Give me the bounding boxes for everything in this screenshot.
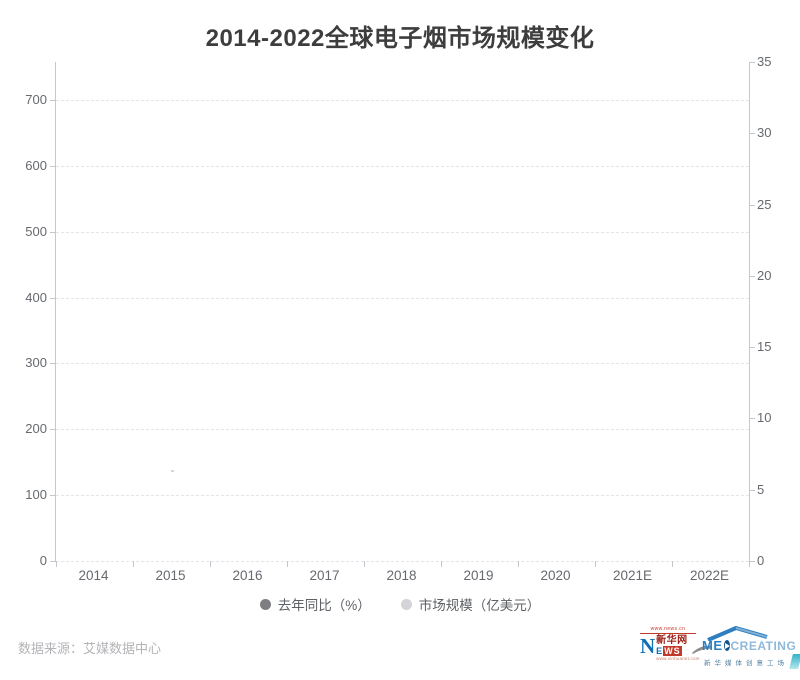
- footer-logos: www.news.cn N 新华网 EWS www.xinhuanet.com …: [640, 626, 800, 672]
- xinhua-cn-name: 新华网: [656, 635, 688, 646]
- right-axis-tick: [749, 489, 755, 491]
- medcreating-wordmark: ME CREATING: [702, 638, 796, 653]
- right-axis-tick: [749, 561, 755, 562]
- left-axis-tick: [50, 561, 56, 562]
- data-source-note: 数据来源：艾媒数据中心: [18, 641, 162, 656]
- left-axis-tick: [50, 429, 56, 431]
- x-axis-tick: [56, 561, 57, 567]
- gridline: [56, 429, 749, 431]
- gridline: [56, 561, 749, 562]
- x-axis-tick: [672, 561, 673, 567]
- y-axis-left-label: 300: [25, 355, 47, 371]
- y-axis-left-label: 200: [25, 421, 47, 437]
- play-icon: [723, 640, 730, 651]
- x-axis-label: 2015: [155, 568, 186, 583]
- x-axis-label: 2017: [309, 568, 340, 583]
- gridline: [56, 363, 749, 365]
- medcreating-subtitle: 新华媒体创意工场: [704, 660, 788, 667]
- left-axis-tick: [50, 297, 56, 299]
- y-axis-right-label: 10: [757, 410, 772, 426]
- left-axis-tick: [50, 165, 56, 167]
- right-axis-tick: [749, 275, 755, 277]
- y-axis-right-label: 0: [757, 553, 765, 568]
- left-axis-tick: [50, 495, 56, 497]
- right-axis-tick: [749, 204, 755, 206]
- xinhua-logo-right: 新华网 EWS www.xinhuanet.com: [656, 635, 699, 662]
- x-axis-tick: [364, 561, 365, 567]
- left-axis-tick: [50, 231, 56, 233]
- x-axis-tick: [749, 561, 750, 567]
- right-axis-tick: [749, 418, 755, 420]
- plot-area: [50, 62, 755, 567]
- xinhua-letter-n: N: [640, 634, 656, 658]
- legend-item-yoy[interactable]: 去年同比（%）: [259, 594, 371, 614]
- legend: 去年同比（%） 市场规模（亿美元）: [0, 594, 800, 614]
- x-axis-tick: [595, 561, 596, 567]
- right-axis-tick: [749, 347, 755, 349]
- y-axis-right-label: 35: [757, 54, 772, 69]
- left-axis-tick: [50, 100, 56, 101]
- legend-marker-market-size-icon: [400, 598, 412, 610]
- medcreating-logo: ME CREATING 新华媒体创意工场: [700, 626, 800, 672]
- medcreating-text-me: ME: [702, 638, 723, 653]
- x-axis-label: 2022E: [689, 568, 730, 583]
- y-axis-right-label: 20: [757, 267, 772, 283]
- xinhua-url-top: www.news.cn: [640, 626, 696, 634]
- y-axis-left-label: 0: [39, 553, 47, 568]
- xinhua-news-logo: www.news.cn N 新华网 EWS www.xinhuanet.com: [640, 626, 712, 670]
- gridline: [56, 231, 749, 233]
- chart-title: 2014-2022全球电子烟市场规模变化: [205, 25, 595, 52]
- gridline: [56, 495, 749, 497]
- x-axis-tick: [133, 561, 134, 567]
- x-axis-tick: [287, 561, 288, 567]
- stray-data-dot: [170, 469, 174, 472]
- y-axis-right-label: 25: [757, 196, 772, 212]
- y-axis-right-label: 15: [757, 339, 772, 355]
- xinhua-ews-blue: E: [656, 646, 664, 656]
- x-axis-label: 2016: [232, 568, 263, 583]
- xinhua-url-bottom: www.xinhuanet.com: [656, 656, 700, 661]
- x-axis-tick: [210, 561, 211, 567]
- legend-marker-yoy-icon: [259, 598, 271, 610]
- xinhua-ews-red: WS: [663, 646, 682, 656]
- y-axis-right-label: 5: [757, 481, 765, 497]
- swoosh-icon: [692, 645, 712, 654]
- right-axis-tick: [749, 133, 755, 135]
- legend-label-market-size: 市场规模（亿美元）: [418, 598, 541, 613]
- x-axis-label: 2014: [78, 568, 109, 583]
- xinhua-logo-main: N 新华网 EWS www.xinhuanet.com: [640, 634, 699, 662]
- x-axis-label: 2019: [463, 568, 494, 583]
- left-axis-tick: [50, 363, 56, 365]
- roof-icon: [707, 626, 768, 641]
- gridline: [56, 297, 749, 299]
- legend-item-market-size[interactable]: 市场规模（亿美元）: [400, 594, 541, 614]
- x-axis-label: 2021E: [612, 568, 653, 583]
- y-axis-left-label: 700: [25, 92, 47, 107]
- y-axis-right-label: 30: [757, 125, 772, 141]
- gridline: [56, 100, 749, 101]
- y-axis-left-label: 600: [25, 157, 47, 173]
- x-axis-label: 2020: [540, 568, 571, 583]
- y-axis-left-label: 500: [25, 223, 47, 239]
- x-axis-tick: [441, 561, 442, 567]
- gridline: [56, 165, 749, 167]
- y-axis-left-label: 400: [25, 289, 47, 305]
- medcreating-text-creating: CREATING: [730, 638, 797, 653]
- right-axis-tick: [749, 62, 755, 63]
- legend-label-yoy: 去年同比（%）: [277, 598, 371, 613]
- x-axis-tick: [518, 561, 519, 567]
- xinhua-letters-ews: EWS: [656, 646, 699, 656]
- y-axis-left-label: 100: [25, 487, 47, 503]
- x-axis-label: 2018: [386, 568, 417, 583]
